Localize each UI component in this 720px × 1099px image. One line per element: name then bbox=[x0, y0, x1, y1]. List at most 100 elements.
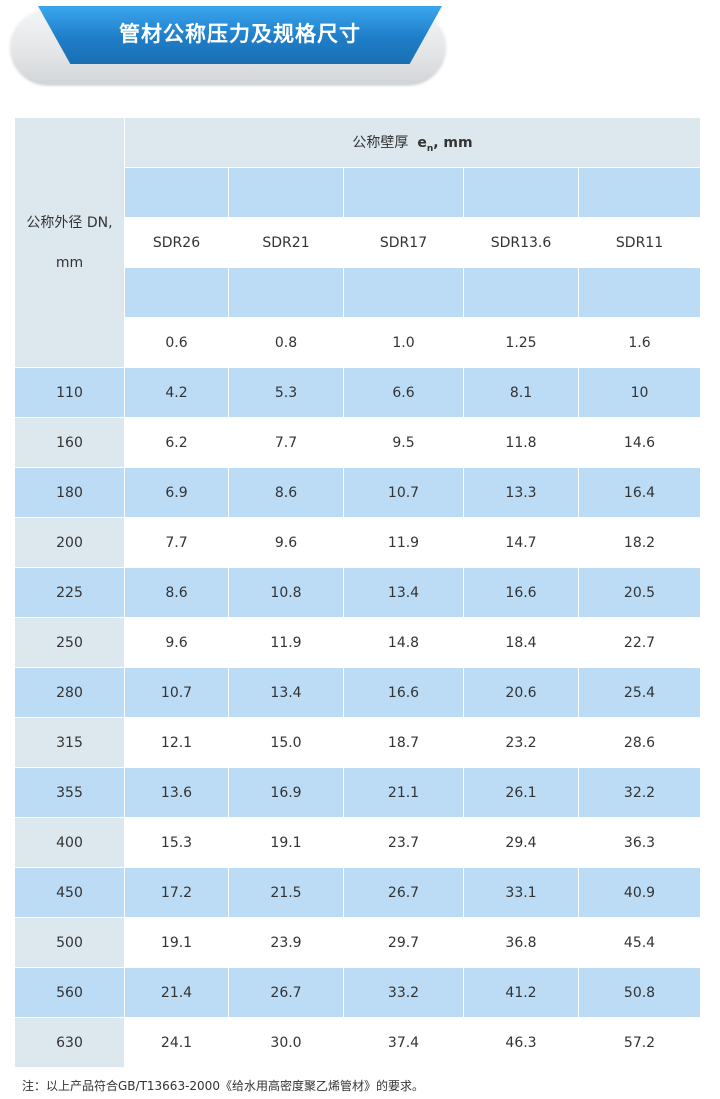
thickness-cell: 21.4 bbox=[124, 967, 229, 1018]
thickness-cell: 37.4 bbox=[343, 1017, 464, 1068]
dn-cell: 400 bbox=[14, 817, 125, 868]
thickness-cell: 45.4 bbox=[577, 917, 702, 968]
thickness-cell: 14.7 bbox=[463, 517, 579, 568]
wall-thickness-header: 公称壁厚 en, mm bbox=[123, 117, 702, 168]
thickness-cell: 6.6 bbox=[343, 367, 464, 418]
thickness-cell: 23.9 bbox=[228, 917, 344, 968]
thickness-cell: 23.2 bbox=[463, 717, 579, 768]
thickness-cell: 10.7 bbox=[124, 667, 229, 718]
thickness-cell: 16.6 bbox=[463, 567, 579, 618]
thickness-cell: 22.7 bbox=[577, 617, 702, 668]
dn-header-cell: 公称外径 DN, mm bbox=[14, 117, 125, 368]
table-row: 400 15.3 19.1 23.7 29.4 36.3 bbox=[14, 817, 702, 868]
thickness-cell: 5.3 bbox=[228, 367, 344, 418]
dn-cell: 280 bbox=[14, 667, 125, 718]
pressure-cell: 1.25 bbox=[463, 317, 579, 368]
thickness-cell: 29.7 bbox=[343, 917, 464, 968]
thickness-cell: 40.9 bbox=[577, 867, 702, 918]
thickness-cell: 11.9 bbox=[343, 517, 464, 568]
sdr-cell: SDR17 bbox=[343, 217, 464, 268]
thickness-cell: 10.7 bbox=[343, 467, 464, 518]
table-row: 225 8.6 10.8 13.4 16.6 20.5 bbox=[14, 567, 702, 618]
thickness-cell: 29.4 bbox=[463, 817, 579, 868]
thickness-cell: 36.8 bbox=[463, 917, 579, 968]
dn-cell: 225 bbox=[14, 567, 125, 618]
sdr-cell: SDR26 bbox=[124, 217, 229, 268]
dn-header-unit: mm bbox=[55, 254, 84, 271]
thickness-cell: 10 bbox=[577, 367, 702, 418]
thickness-cell: 18.7 bbox=[343, 717, 464, 768]
table-row: 250 9.6 11.9 14.8 18.4 22.7 bbox=[14, 617, 702, 668]
pressure-cell: 0.6 bbox=[124, 317, 229, 368]
wall-header-unit: , mm bbox=[433, 134, 473, 151]
pressure-cell: 0.8 bbox=[228, 317, 344, 368]
thickness-cell: 21.5 bbox=[228, 867, 344, 918]
thickness-cell: 36.3 bbox=[577, 817, 702, 868]
thickness-cell: 6.2 bbox=[124, 417, 229, 468]
header-row-wall: 公称外径 DN, mm 公称壁厚 en, mm bbox=[14, 117, 702, 368]
thickness-cell: 12.1 bbox=[124, 717, 229, 768]
thickness-cell: 9.6 bbox=[228, 517, 344, 568]
section-title: 管材公称压力及规格尺寸 bbox=[119, 22, 361, 46]
pressure-cell: 1.6 bbox=[577, 317, 702, 368]
table-row: 560 21.4 26.7 33.2 41.2 50.8 bbox=[14, 967, 702, 1018]
thickness-cell: 28.6 bbox=[577, 717, 702, 768]
thickness-cell: 57.2 bbox=[577, 1017, 702, 1068]
table-row: 160 6.2 7.7 9.5 11.8 14.6 bbox=[14, 417, 702, 468]
wall-header-symbol: e bbox=[417, 134, 427, 151]
pressure-row: 0.6 0.8 1.0 1.25 1.6 bbox=[15, 317, 702, 368]
spec-table: 公称外径 DN, mm 公称壁厚 en, mm SDR26 SDR21 SDR1… bbox=[14, 117, 702, 1068]
table-row: 110 4.2 5.3 6.6 8.1 10 bbox=[14, 367, 702, 418]
header-blank-row-2 bbox=[15, 267, 702, 318]
thickness-cell: 41.2 bbox=[463, 967, 579, 1018]
table-row: 630 24.1 30.0 37.4 46.3 57.2 bbox=[14, 1017, 702, 1068]
thickness-cell: 15.3 bbox=[124, 817, 229, 868]
thickness-cell: 20.5 bbox=[577, 567, 702, 618]
table-row: 355 13.6 16.9 21.1 26.1 32.2 bbox=[14, 767, 702, 818]
thickness-cell: 16.9 bbox=[228, 767, 344, 818]
wall-header-subscript: n bbox=[426, 143, 434, 154]
thickness-cell: 26.7 bbox=[343, 867, 464, 918]
dn-cell: 160 bbox=[14, 417, 125, 468]
thickness-cell: 26.7 bbox=[228, 967, 344, 1018]
wall-header-label: 公称壁厚 bbox=[352, 134, 409, 151]
thickness-cell: 7.7 bbox=[124, 517, 229, 568]
dn-cell: 250 bbox=[14, 617, 125, 668]
dn-cell: 110 bbox=[14, 367, 125, 418]
header-blank-row-1 bbox=[15, 167, 702, 218]
dn-cell: 500 bbox=[14, 917, 125, 968]
thickness-cell: 8.1 bbox=[463, 367, 579, 418]
thickness-cell: 11.9 bbox=[228, 617, 344, 668]
thickness-cell: 50.8 bbox=[577, 967, 702, 1018]
thickness-cell: 18.4 bbox=[463, 617, 579, 668]
thickness-cell: 19.1 bbox=[124, 917, 229, 968]
table-row: 180 6.9 8.6 10.7 13.3 16.4 bbox=[14, 467, 702, 518]
table-row: 280 10.7 13.4 16.6 20.6 25.4 bbox=[14, 667, 702, 718]
thickness-cell: 30.0 bbox=[228, 1017, 344, 1068]
thickness-cell: 13.6 bbox=[124, 767, 229, 818]
pressure-cell: 1.0 bbox=[343, 317, 464, 368]
thickness-cell: 32.2 bbox=[577, 767, 702, 818]
thickness-cell: 24.1 bbox=[124, 1017, 229, 1068]
thickness-cell: 26.1 bbox=[463, 767, 579, 818]
thickness-cell: 6.9 bbox=[124, 467, 229, 518]
dn-cell: 315 bbox=[14, 717, 125, 768]
thickness-cell: 13.3 bbox=[463, 467, 579, 518]
banner-tab: 管材公称压力及规格尺寸 bbox=[38, 6, 442, 64]
table-row: 315 12.1 15.0 18.7 23.2 28.6 bbox=[14, 717, 702, 768]
sdr-cell: SDR11 bbox=[577, 217, 702, 268]
thickness-cell: 15.0 bbox=[228, 717, 344, 768]
thickness-cell: 25.4 bbox=[577, 667, 702, 718]
table-row: 500 19.1 23.9 29.7 36.8 45.4 bbox=[14, 917, 702, 968]
thickness-cell: 11.8 bbox=[463, 417, 579, 468]
thickness-cell: 16.4 bbox=[577, 467, 702, 518]
dn-cell: 630 bbox=[14, 1017, 125, 1068]
thickness-cell: 8.6 bbox=[124, 567, 229, 618]
thickness-cell: 17.2 bbox=[124, 867, 229, 918]
table-row: 200 7.7 9.6 11.9 14.7 18.2 bbox=[14, 517, 702, 568]
dn-cell: 560 bbox=[14, 967, 125, 1018]
dn-cell: 355 bbox=[14, 767, 125, 818]
sdr-cell: SDR13.6 bbox=[463, 217, 579, 268]
dn-header-label: 公称外径 DN, bbox=[26, 214, 113, 231]
dn-cell: 450 bbox=[14, 867, 125, 918]
